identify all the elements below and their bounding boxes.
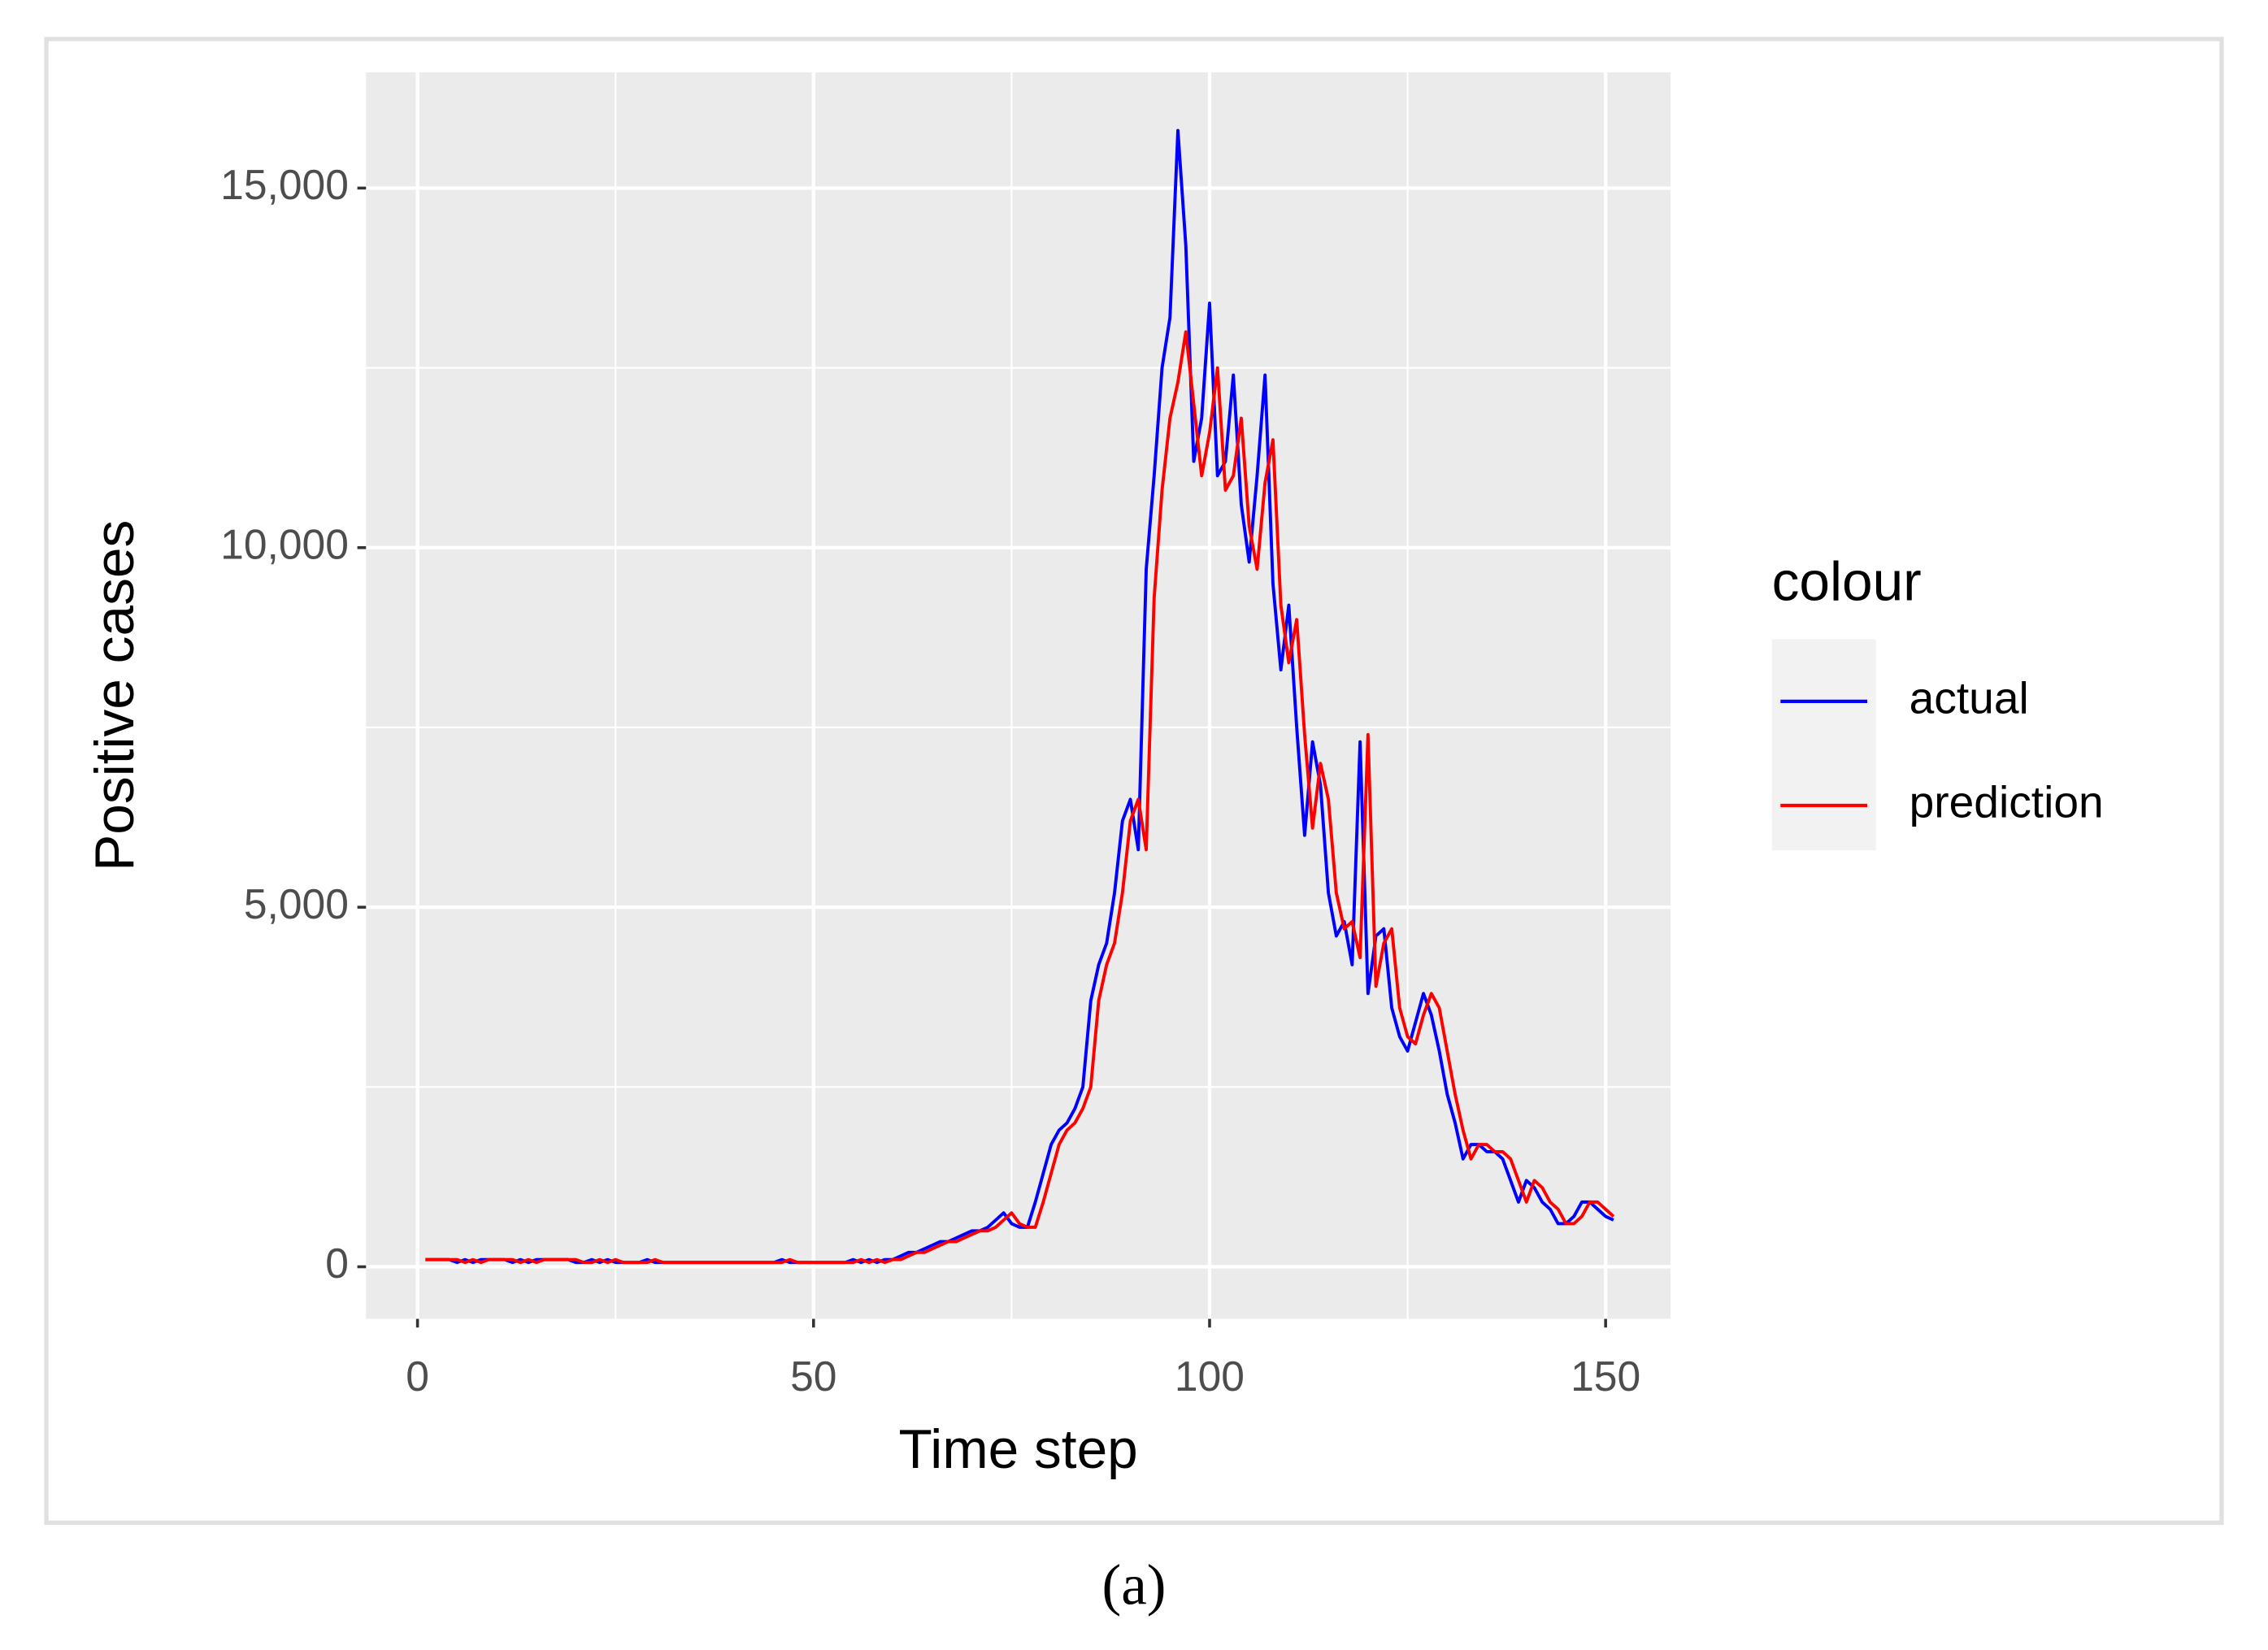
x-tick-label: 0: [406, 1353, 429, 1400]
legend-key-background: [1771, 639, 1876, 851]
y-tick-label: 5,000: [244, 880, 349, 927]
y-tick-label: 15,000: [220, 161, 349, 208]
plot-panel: [366, 72, 1671, 1319]
lines: [425, 128, 1615, 1265]
x-axis-title: Time step: [899, 1419, 1138, 1480]
legend-label: actual: [1910, 672, 2029, 723]
legend-label: prediction: [1910, 777, 2104, 827]
x-tick-label: 50: [790, 1353, 836, 1400]
x-tick-label: 100: [1175, 1353, 1245, 1400]
caption: (a): [1102, 1553, 1167, 1617]
axes: 0 5,000 10,000 15,000 0 50 100 150: [220, 161, 1640, 1400]
y-tick-label: 10,000: [220, 520, 349, 567]
x-tick-label: 150: [1571, 1353, 1640, 1400]
y-axis-title: Positive cases: [85, 520, 146, 871]
series-line: [425, 330, 1615, 1265]
legend-title: colour: [1772, 551, 1922, 612]
legend: actual prediction: [1771, 639, 2104, 851]
y-tick-label: 0: [325, 1240, 349, 1287]
